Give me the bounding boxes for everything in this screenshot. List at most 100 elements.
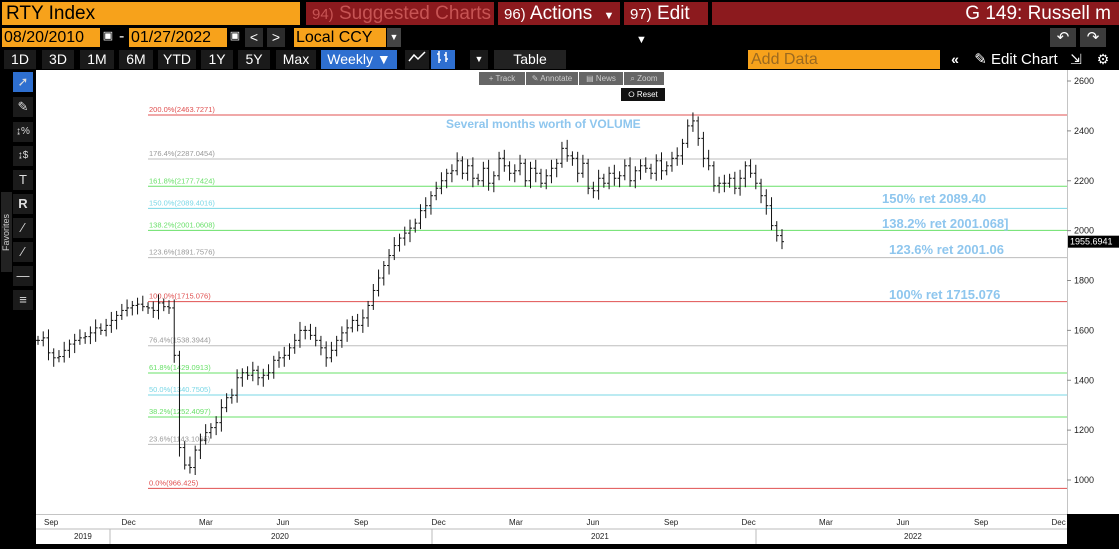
track-tool-button[interactable]: + Track bbox=[479, 72, 525, 85]
timeframe-3d[interactable]: 3D bbox=[42, 50, 74, 69]
text-tool-icon[interactable]: T bbox=[13, 170, 33, 190]
horizontal-line-icon[interactable]: — bbox=[13, 266, 33, 286]
undo-icon[interactable]: ↶ bbox=[1050, 28, 1076, 47]
ohlc-bar bbox=[502, 149, 507, 172]
trend-channel-icon[interactable]: ⁄ bbox=[13, 242, 33, 262]
ticker-field[interactable]: RTY Index bbox=[2, 2, 300, 25]
add-data-input[interactable]: Add Data bbox=[748, 50, 940, 69]
fib-level-label: 0.0%(966.425) bbox=[149, 478, 199, 487]
y-tick-label: 2000 bbox=[1074, 226, 1094, 236]
caret-down-icon: ▼ bbox=[636, 34, 647, 46]
pencil-draw-icon[interactable]: ✎ bbox=[13, 97, 33, 117]
x-month-label: Sep bbox=[354, 518, 369, 527]
table-button[interactable]: Table bbox=[494, 50, 566, 69]
bar-chart-icon[interactable] bbox=[431, 50, 455, 69]
trend-line-icon[interactable]: ⁄ bbox=[13, 218, 33, 238]
ohlc-bar bbox=[423, 197, 428, 219]
x-month-label: Sep bbox=[44, 518, 59, 527]
annotate-tool-button[interactable]: ✎ Annotate bbox=[526, 72, 578, 85]
edit-chart-label: Edit Chart bbox=[991, 51, 1058, 68]
suggested-charts-menu[interactable]: 94) Suggested Charts bbox=[306, 2, 494, 25]
ohlc-bar bbox=[83, 332, 88, 344]
ohlc-bar bbox=[722, 174, 727, 193]
ohlc-bar bbox=[476, 173, 481, 186]
timeframe-6m[interactable]: 6M bbox=[119, 50, 153, 69]
chart-annotation[interactable]: 150% ret 2089.40 bbox=[882, 191, 986, 206]
ohlc-bar bbox=[371, 283, 376, 310]
ohlc-bar bbox=[245, 366, 250, 380]
timeframe-1y[interactable]: 1Y bbox=[201, 50, 233, 69]
timeframe-1m[interactable]: 1M bbox=[80, 50, 114, 69]
timeframe-max[interactable]: Max bbox=[276, 50, 316, 69]
ohlc-bar bbox=[114, 310, 119, 330]
edit-chart-button[interactable]: ✎ Edit Chart bbox=[970, 50, 1062, 69]
x-month-label: Jun bbox=[897, 518, 910, 527]
calendar-icon[interactable]: ▣ bbox=[102, 30, 114, 42]
ohlc-bar bbox=[67, 339, 72, 358]
reset-button[interactable]: ⭘ Reset bbox=[621, 88, 665, 101]
redo-icon[interactable]: ↷ bbox=[1080, 28, 1106, 47]
ohlc-bar bbox=[486, 159, 491, 191]
prev-period-button[interactable]: < bbox=[245, 28, 263, 47]
currency-field[interactable]: Local CCY bbox=[294, 28, 386, 47]
parallel-lines-icon[interactable]: ≡ bbox=[13, 290, 33, 310]
start-date-field[interactable]: 08/20/2010 bbox=[2, 28, 100, 47]
ohlc-bar bbox=[753, 164, 758, 190]
ohlc-bar bbox=[533, 159, 538, 183]
chart-annotation[interactable]: 123.6% ret 2001.06 bbox=[889, 242, 1004, 257]
end-date-field[interactable]: 01/27/2022 bbox=[129, 28, 227, 47]
ohlc-bar bbox=[224, 393, 229, 413]
timeframe-1d[interactable]: 1D bbox=[4, 50, 36, 69]
chart-type-caret-icon[interactable]: ▼ bbox=[470, 50, 488, 69]
x-year-label: 2021 bbox=[591, 532, 609, 541]
y-tick-label: 2600 bbox=[1074, 76, 1094, 86]
export-icon[interactable]: ⇲ bbox=[1066, 50, 1086, 69]
fib-level-label: 76.4%(1538.3944) bbox=[149, 336, 211, 345]
ohlc-bar bbox=[780, 229, 784, 250]
ohlc-bar bbox=[214, 416, 219, 436]
y-tick-label: 2200 bbox=[1074, 176, 1094, 186]
x-axis: Sep Dec Mar Jun Sep Dec Mar Jun Sep Dec Mar Jun Sep D… bbox=[36, 513, 1067, 544]
ohlc-bar bbox=[507, 161, 512, 181]
actions-menu[interactable]: 96) Actions ▼ bbox=[498, 2, 620, 25]
top-menu-bar: RTY Index 94) Suggested Charts 96) Actio… bbox=[0, 0, 1119, 46]
news-tool-label: News bbox=[595, 74, 616, 83]
zoom-tool-button[interactable]: ⌕ Zoom bbox=[624, 72, 664, 85]
ohlc-bar bbox=[669, 151, 674, 172]
news-tool-button[interactable]: ▤ News bbox=[579, 72, 623, 85]
ohlc-bar bbox=[523, 158, 528, 187]
calendar-icon[interactable]: ▣ bbox=[229, 30, 241, 42]
edit-menu[interactable]: 97) Edit ▼ bbox=[624, 2, 708, 46]
collapse-double-chevron-icon[interactable]: « bbox=[944, 50, 966, 69]
ohlc-bar bbox=[680, 138, 685, 165]
timeframe-ytd[interactable]: YTD bbox=[158, 50, 196, 69]
ohlc-bar bbox=[125, 299, 130, 317]
dollar-change-icon[interactable]: ↨$ bbox=[13, 146, 33, 166]
x-month-label: Mar bbox=[819, 518, 833, 527]
fib-level-label: 38.2%(1252.4097) bbox=[149, 407, 211, 416]
ohlc-bar bbox=[261, 368, 266, 387]
ohlc-bar bbox=[685, 119, 690, 148]
retracement-tool-icon[interactable]: R bbox=[13, 194, 33, 214]
chart-plot-area[interactable]: 200.0%(2463.7271) 176.4%(2287.0454) 161.8%… bbox=[36, 70, 1067, 514]
ohlc-chart[interactable]: 200.0%(2463.7271) 176.4%(2287.0454) 161.8%… bbox=[36, 70, 1067, 514]
frequency-dropdown[interactable]: Weekly ▼ bbox=[321, 50, 397, 69]
ohlc-bar bbox=[408, 219, 412, 243]
line-chart-icon[interactable] bbox=[405, 50, 429, 69]
chart-annotation[interactable]: 100% ret 1715.076 bbox=[889, 287, 1000, 302]
chart-annotation[interactable]: Several months worth of VOLUME bbox=[446, 117, 641, 131]
y-tick-label: 1400 bbox=[1074, 375, 1094, 385]
settings-gear-icon[interactable]: ⚙ bbox=[1092, 50, 1114, 69]
ohlc-bar bbox=[172, 299, 177, 363]
ohlc-bar bbox=[387, 249, 392, 275]
timeframe-5y[interactable]: 5Y bbox=[238, 50, 270, 69]
last-price-marker bbox=[1068, 235, 1119, 248]
chart-annotation[interactable]: 138.2% ret 2001.068] bbox=[882, 216, 1008, 231]
next-period-button[interactable]: > bbox=[267, 28, 285, 47]
x-month-label: Dec bbox=[1052, 518, 1066, 527]
pointer-cursor-icon[interactable]: ➚ bbox=[13, 72, 33, 92]
currency-dropdown-caret-icon[interactable]: ▼ bbox=[387, 28, 401, 47]
percent-change-icon[interactable]: ↨% bbox=[13, 122, 33, 142]
favorites-tab[interactable]: Favorites bbox=[1, 192, 12, 272]
ohlc-bar bbox=[559, 141, 564, 168]
